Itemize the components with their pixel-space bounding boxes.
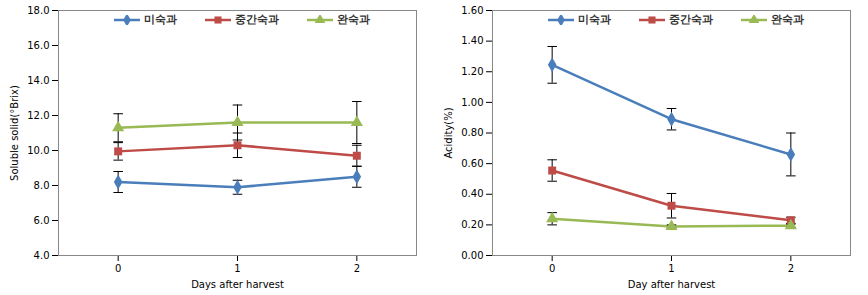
html-text:완숙과: 완숙과 bbox=[771, 13, 804, 26]
svg-text:0: 0 bbox=[115, 263, 121, 274]
svg-text:1: 1 bbox=[234, 263, 240, 274]
svg-text:Soluble solid(°Brix): Soluble solid(°Brix) bbox=[9, 85, 20, 181]
svg-text:Days after harvest: Days after harvest bbox=[191, 279, 284, 290]
svg-text:0: 0 bbox=[549, 263, 555, 274]
svg-text:16.0: 16.0 bbox=[27, 40, 49, 51]
svg-text:1: 1 bbox=[668, 263, 674, 274]
svg-text:1.40: 1.40 bbox=[461, 35, 483, 46]
svg-text:1.20: 1.20 bbox=[461, 66, 483, 77]
svg-text:14.0: 14.0 bbox=[27, 75, 49, 86]
svg-text:0.60: 0.60 bbox=[461, 158, 483, 169]
svg-text:10.0: 10.0 bbox=[27, 145, 49, 156]
html-text:미숙과: 미숙과 bbox=[144, 13, 177, 26]
svg-text:0.40: 0.40 bbox=[461, 188, 483, 199]
html-text:미숙과: 미숙과 bbox=[578, 13, 611, 26]
svg-text:Day after harvest: Day after harvest bbox=[628, 279, 716, 290]
html-text:중간숙과: 중간숙과 bbox=[235, 13, 279, 26]
html-text:중간숙과: 중간숙과 bbox=[669, 13, 713, 26]
svg-text:6.0: 6.0 bbox=[34, 215, 50, 226]
svg-text:0.80: 0.80 bbox=[461, 127, 483, 138]
svg-text:Acidity(%): Acidity(%) bbox=[443, 107, 454, 158]
svg-text:2: 2 bbox=[788, 263, 794, 274]
svg-text:8.0: 8.0 bbox=[34, 180, 50, 191]
svg-text:0.00: 0.00 bbox=[461, 250, 483, 261]
svg-text:1.00: 1.00 bbox=[461, 97, 483, 108]
svg-text:18.0: 18.0 bbox=[27, 5, 49, 16]
svg-text:4.0: 4.0 bbox=[34, 250, 50, 261]
svg-text:12.0: 12.0 bbox=[27, 110, 49, 121]
svg-text:0.20: 0.20 bbox=[461, 219, 483, 230]
html-text:완숙과: 완숙과 bbox=[337, 13, 370, 26]
svg-text:1.60: 1.60 bbox=[461, 5, 483, 16]
svg-text:2: 2 bbox=[354, 263, 360, 274]
